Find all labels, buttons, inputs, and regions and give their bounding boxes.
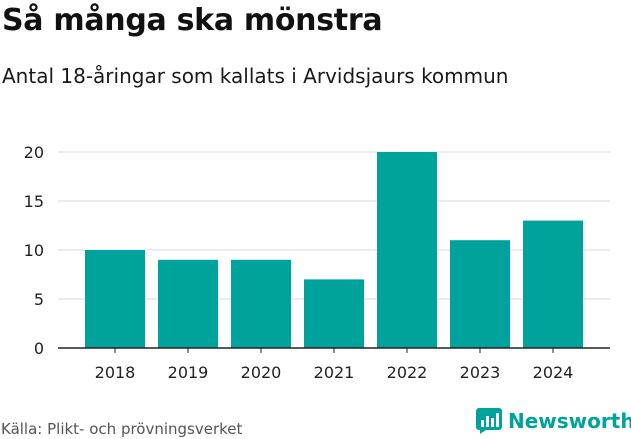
bar-2021 (304, 279, 364, 348)
y-tick-label: 20 (24, 143, 44, 162)
source-note: Källa: Plikt- och prövningsverket (1, 420, 243, 438)
x-tick-label-2023: 2023 (460, 363, 501, 382)
y-tick-label: 15 (24, 192, 44, 211)
x-tick-label-2024: 2024 (533, 363, 574, 382)
y-tick-label: 0 (34, 339, 44, 358)
bar-2019 (158, 259, 218, 348)
x-tick-label-2021: 2021 (314, 363, 355, 382)
bar-2018 (85, 250, 145, 348)
bar-chart: 0 5 10 15 20 2018 2019 2020 2021 2022 2023 2024 (24, 143, 610, 382)
x-axis-ticks: 2018 2019 2020 2021 2022 2023 2024 (95, 348, 574, 382)
chart-title: Så många ska mönstra (2, 3, 383, 38)
newsworthy-logo-icon (476, 408, 502, 434)
x-tick-label-2020: 2020 (241, 363, 282, 382)
brand-name: Newsworthy (508, 409, 631, 433)
y-axis-ticks: 0 5 10 15 20 (24, 143, 44, 358)
x-tick-label-2022: 2022 (387, 363, 428, 382)
chart-subtitle: Antal 18-åringar som kallats i Arvidsjau… (2, 64, 509, 88)
x-tick-label-2018: 2018 (95, 363, 136, 382)
brand-logo: Newsworthy (476, 408, 631, 434)
y-tick-label: 5 (34, 290, 44, 309)
bars (85, 152, 583, 348)
y-tick-label: 10 (24, 241, 44, 260)
bar-2020 (231, 259, 291, 348)
bar-2023 (450, 240, 510, 348)
bar-2024 (523, 220, 583, 348)
x-tick-label-2019: 2019 (168, 363, 209, 382)
bar-2022 (377, 152, 437, 348)
